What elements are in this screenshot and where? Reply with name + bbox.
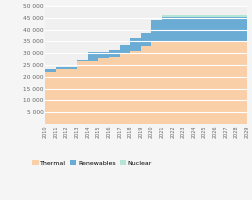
Legend: Thermal, Renewables, Nuclear: Thermal, Renewables, Nuclear [32, 160, 152, 166]
